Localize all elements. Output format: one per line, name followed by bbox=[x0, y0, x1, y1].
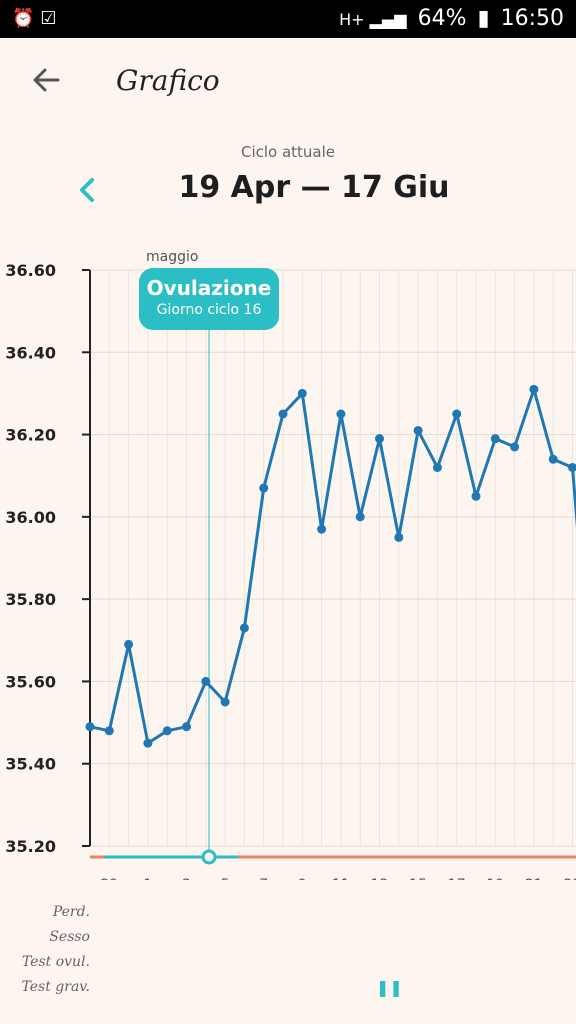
y-tick-label: 36.00 bbox=[5, 508, 56, 527]
x-tick-label: 17 bbox=[448, 877, 466, 880]
y-tick-label: 35.60 bbox=[5, 672, 56, 691]
temperature-point bbox=[432, 462, 442, 472]
x-tick-label: 19 bbox=[486, 877, 504, 880]
back-arrow-icon[interactable] bbox=[28, 62, 64, 98]
x-tick-label: 11 bbox=[332, 877, 350, 880]
ovulation-marker bbox=[201, 849, 217, 865]
pause-icon[interactable]: ❚❚ bbox=[376, 978, 403, 997]
row-label-sex: Sesso bbox=[49, 929, 90, 945]
temperature-point bbox=[490, 434, 500, 444]
temperature-point bbox=[568, 462, 576, 472]
x-tick-label: 3 bbox=[182, 877, 191, 880]
y-tick-label: 35.80 bbox=[5, 590, 56, 609]
temperature-point bbox=[124, 639, 134, 649]
ovulation-title: Ovulazione bbox=[146, 276, 272, 300]
temperature-point bbox=[375, 434, 384, 444]
x-tick-label: 5 bbox=[221, 877, 230, 880]
checkbox-icon: ☑ bbox=[40, 8, 63, 29]
month-label: maggio bbox=[146, 249, 199, 265]
x-tick-label: 1 bbox=[143, 877, 152, 880]
temperature-point bbox=[471, 491, 481, 501]
x-tick-label: 9 bbox=[298, 877, 307, 880]
y-tick-label: 35.20 bbox=[5, 837, 56, 856]
app-bar: Grafico bbox=[0, 38, 576, 130]
temperature-point bbox=[413, 425, 423, 435]
x-tick-label: 13 bbox=[371, 877, 389, 880]
x-tick-label: 29 bbox=[100, 877, 118, 880]
temperature-line bbox=[89, 387, 576, 745]
temperature-point bbox=[220, 697, 230, 707]
ovulation-badge[interactable]: Ovulazione Giorno ciclo 16 bbox=[139, 268, 279, 330]
alarm-icon: ⏰ bbox=[12, 8, 41, 29]
temperature-point bbox=[355, 512, 365, 522]
temperature-point bbox=[278, 409, 288, 419]
row-label-pregnancy-test: Test grav. bbox=[21, 979, 91, 995]
cycle-range: 19 Apr — 17 Giu bbox=[178, 170, 450, 205]
battery-icon: ▮ bbox=[477, 6, 490, 31]
y-tick-label: 35.40 bbox=[5, 755, 56, 774]
row-label-ovulation-test: Test ovul. bbox=[21, 954, 90, 970]
temperature-point bbox=[529, 384, 539, 394]
status-right: H+ ▂▄▆ 64% ▮ 16:50 bbox=[335, 6, 564, 31]
status-bar: ⏰☑ H+ ▂▄▆ 64% ▮ 16:50 bbox=[0, 0, 576, 38]
x-tick-label: 23 bbox=[564, 877, 576, 880]
battery-percent: 64% bbox=[417, 6, 467, 31]
temperature-point bbox=[239, 623, 249, 633]
y-tick-label: 36.20 bbox=[5, 426, 56, 445]
x-tick-label: 15 bbox=[409, 877, 427, 880]
temperature-point bbox=[336, 409, 346, 419]
row-label-bleeding: Perd. bbox=[52, 904, 90, 920]
temperature-point bbox=[259, 483, 269, 493]
temperature-point bbox=[297, 388, 307, 398]
temperature-point bbox=[394, 532, 404, 542]
temperature-point bbox=[104, 726, 114, 736]
temperature-point bbox=[201, 676, 211, 686]
temperature-point bbox=[317, 524, 327, 534]
temperature-chart[interactable]: 35.20 35.40 35.60 35.80 36.00 36.20 36.40 36.60… bbox=[0, 240, 576, 880]
temperature-point bbox=[548, 454, 558, 464]
temperature-point bbox=[162, 726, 172, 736]
temperature-point bbox=[143, 738, 153, 748]
y-tick-label: 36.40 bbox=[5, 343, 56, 362]
clock: 16:50 bbox=[500, 6, 564, 31]
page-title: Grafico bbox=[116, 64, 220, 97]
row-labels: Perd. Sesso Test ovul. Test grav. bbox=[0, 900, 91, 1000]
ovulation-subtitle: Giorno ciclo 16 bbox=[156, 302, 262, 318]
chevron-left-icon[interactable] bbox=[70, 172, 106, 208]
temperature-point bbox=[85, 722, 95, 732]
x-tick-label: 7 bbox=[259, 877, 268, 880]
x-tick-label: 21 bbox=[525, 877, 543, 880]
notification-icons: ⏰☑ bbox=[12, 8, 63, 29]
cycle-label: Ciclo attuale bbox=[240, 143, 336, 161]
y-tick-label: 36.60 bbox=[5, 261, 56, 280]
temperature-point bbox=[452, 409, 462, 419]
temperature-point bbox=[510, 442, 520, 452]
signal-icon: H+ ▂▄▆ bbox=[339, 10, 407, 29]
temperature-point bbox=[182, 722, 191, 732]
